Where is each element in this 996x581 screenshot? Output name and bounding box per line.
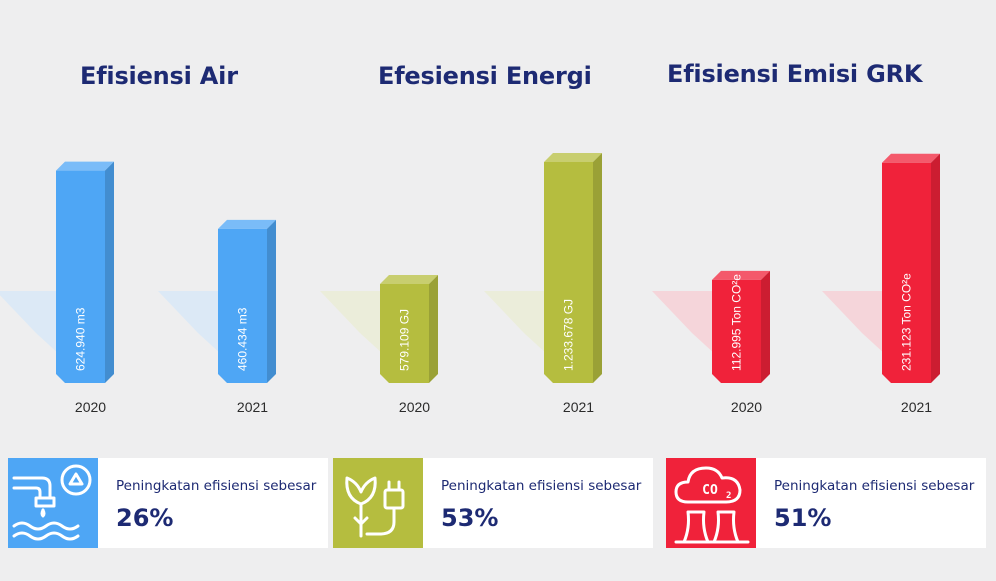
card-value-emisi: 51% — [774, 504, 832, 532]
svg-text:CO: CO — [702, 483, 718, 498]
card-value-air: 26% — [116, 504, 174, 532]
bar-2020 — [712, 270, 770, 383]
x-tick-label: 2020 — [75, 399, 106, 415]
chart-title-emisi: Efisiensi Emisi GRK — [667, 60, 923, 88]
bar-2020 — [56, 161, 114, 383]
bar-charts: 624.940 m3 2020 460.434 m3 2021 579.109 GJ 20… — [0, 152, 940, 415]
data-label: 579.109 GJ — [398, 309, 412, 371]
x-tick-label: 2020 — [731, 399, 762, 415]
bar-shadow — [484, 291, 548, 355]
data-label: 460.434 m3 — [236, 307, 250, 371]
co2-factory-icon: CO 2 — [666, 458, 756, 548]
chart-title-air: Efisiensi Air — [80, 62, 238, 90]
summary-card-emisi: CO 2 Peningkatan efisiensi sebesar 51% — [666, 458, 986, 548]
card-value-energi: 53% — [441, 504, 499, 532]
bar-shadow — [652, 291, 716, 355]
bar-shadow — [320, 291, 384, 355]
data-label: 112.995 Ton CO²e — [730, 274, 744, 371]
water-recycle-icon — [8, 458, 98, 548]
x-tick-label: 2020 — [399, 399, 430, 415]
data-label: 1.233.678 GJ — [562, 299, 576, 371]
bar-2021 — [882, 153, 940, 383]
leaf-plug-icon — [333, 458, 423, 548]
x-tick-label: 2021 — [563, 399, 594, 415]
bar-2021 — [218, 219, 276, 383]
card-label-emisi: Peningkatan efisiensi sebesar — [774, 478, 975, 494]
x-tick-label: 2021 — [237, 399, 268, 415]
data-label: 624.940 m3 — [74, 307, 88, 371]
summary-card-energi: Peningkatan efisiensi sebesar 53% — [333, 458, 653, 548]
bar-shadow — [822, 291, 886, 355]
bar-2020 — [380, 275, 438, 383]
bar-2021 — [544, 152, 602, 383]
svg-text:2: 2 — [726, 491, 731, 501]
summary-card-air: Peningkatan efisiensi sebesar 26% — [8, 458, 328, 548]
card-label-energi: Peningkatan efisiensi sebesar — [441, 478, 642, 494]
x-tick-label: 2021 — [901, 399, 932, 415]
bar-shadow — [158, 291, 222, 355]
bar-shadow — [0, 291, 60, 355]
card-label-air: Peningkatan efisiensi sebesar — [116, 478, 317, 494]
data-label: 231.123 Ton CO²e — [900, 273, 914, 371]
chart-title-energi: Efesiensi Energi — [378, 62, 592, 90]
